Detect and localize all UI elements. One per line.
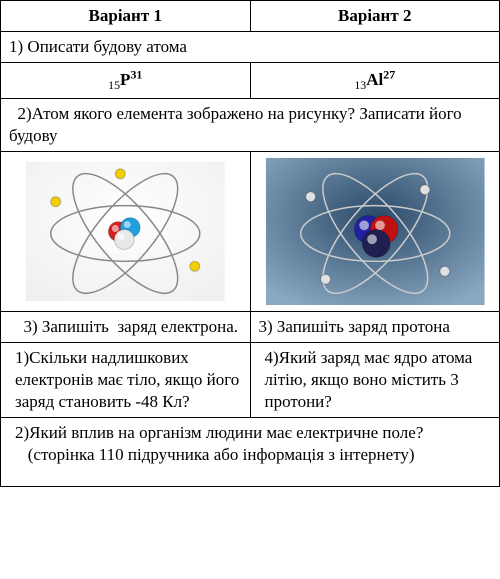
element-2: 13Al27 xyxy=(250,63,500,99)
atom-image-left xyxy=(1,151,251,311)
atom-diagram-icon xyxy=(1,152,250,311)
header-variant2: Варіант 2 xyxy=(250,1,500,32)
worksheet-table: Варіант 1 Варіант 2 1) Описати будову ат… xyxy=(0,0,500,487)
question-3-left: 3) Запишіть заряд електрона. xyxy=(1,311,251,342)
question-5: 2)Який вплив на організм людини має елек… xyxy=(1,418,500,487)
question-4-left: 1)Скільки надлишкових електронів має тіл… xyxy=(1,342,251,417)
question-3-right: 3) Запишіть заряд протона xyxy=(250,311,500,342)
atom-diagram-icon xyxy=(251,152,500,311)
header-variant1: Варіант 1 xyxy=(1,1,251,32)
question-2: 2)Атом якого елемента зображено на рисун… xyxy=(1,98,500,151)
question-4-right: 4)Який заряд має ядро атома літію, якщо … xyxy=(250,342,500,417)
atom-image-right xyxy=(250,151,500,311)
element-1: 15P31 xyxy=(1,63,251,99)
question-1: 1) Описати будову атома xyxy=(1,32,500,63)
